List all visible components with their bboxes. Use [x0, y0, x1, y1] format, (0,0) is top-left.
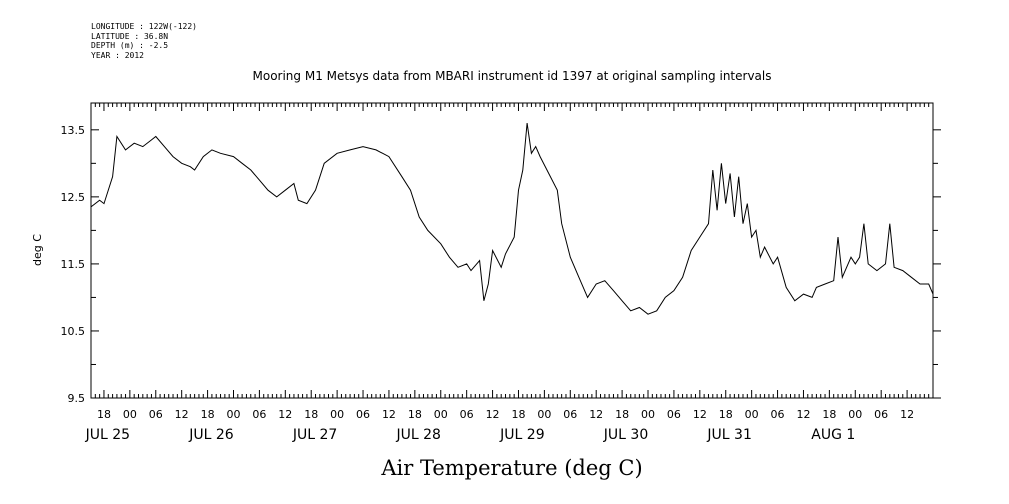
x-date-label: JUL 30: [603, 427, 648, 443]
x-hour-label: 00: [745, 408, 759, 421]
x-hour-label: 18: [201, 408, 215, 421]
y-tick-label: 12.5: [61, 191, 86, 204]
x-hour-label: 18: [615, 408, 629, 421]
x-hour-label: 06: [563, 408, 577, 421]
y-tick-labels: 9.5 10.5 11.5 12.5 13.5: [61, 124, 86, 405]
x-date-label: JUL 31: [706, 427, 751, 443]
x-hour-label: 06: [149, 408, 163, 421]
x-hour-label: 18: [304, 408, 318, 421]
series-line-air-temperature: [90, 123, 934, 315]
x-hour-label: 06: [667, 408, 681, 421]
x-hour-label: 18: [408, 408, 422, 421]
x-hour-label: 00: [848, 408, 862, 421]
x-date-label: JUL 27: [292, 427, 337, 443]
x-hour-label: 12: [900, 408, 914, 421]
x-hour-label: 00: [226, 408, 240, 421]
meta-longitude: LONGITUDE : 122W(-122): [91, 22, 197, 31]
y-axis-label: deg C: [31, 234, 44, 266]
x-hour-label: 12: [382, 408, 396, 421]
x-hour-label: 06: [252, 408, 266, 421]
x-axis-label: Air Temperature (deg C): [380, 456, 642, 480]
x-hour-label: 00: [123, 408, 137, 421]
chart-title: Mooring M1 Metsys data from MBARI instru…: [253, 69, 772, 83]
x-hour-label: 06: [460, 408, 474, 421]
x-hour-label: 18: [97, 408, 111, 421]
y-tick-label: 13.5: [61, 124, 86, 137]
x-hour-label: 18: [511, 408, 525, 421]
x-hour-label: 18: [822, 408, 836, 421]
plot-frame: [90, 102, 934, 399]
metadata-block: LONGITUDE : 122W(-122) LATITUDE : 36.8N …: [91, 22, 197, 60]
x-hour-label: 00: [537, 408, 551, 421]
x-hour-label: 06: [874, 408, 888, 421]
meta-year: YEAR : 2012: [91, 50, 144, 60]
x-hour-label: 06: [771, 408, 785, 421]
x-date-label: JUL 29: [499, 427, 544, 443]
x-hour-label: 00: [641, 408, 655, 421]
x-date-label: AUG 1: [811, 427, 855, 443]
x-date-label: JUL 28: [396, 427, 441, 443]
x-hour-label: 12: [796, 408, 810, 421]
x-hour-labels: 18 00 06 12 18 00 06 12 18 00 06 12 18 00 06 12 18 00 06 12…: [97, 408, 914, 421]
meta-depth: DEPTH (m) : -2.5: [91, 41, 169, 50]
x-date-label: JUL 25: [85, 427, 130, 443]
x-date-label: JUL 26: [188, 427, 234, 443]
x-hour-label: 12: [693, 408, 707, 421]
axis-ticks: [90, 103, 941, 399]
x-hour-label: 06: [356, 408, 370, 421]
meta-latitude: LATITUDE : 36.8N: [91, 31, 169, 41]
y-tick-label: 10.5: [61, 325, 86, 338]
x-hour-label: 12: [589, 408, 603, 421]
x-hour-label: 12: [278, 408, 292, 421]
x-hour-label: 12: [175, 408, 189, 421]
x-hour-label: 12: [486, 408, 500, 421]
y-tick-label: 11.5: [61, 258, 86, 271]
x-hour-label: 00: [434, 408, 448, 421]
x-hour-label: 00: [330, 408, 344, 421]
x-date-labels: JUL 25 JUL 26 JUL 27 JUL 28 JUL 29 JUL 30 JUL …: [85, 427, 856, 443]
y-tick-label: 9.5: [68, 392, 86, 405]
x-hour-label: 18: [719, 408, 733, 421]
